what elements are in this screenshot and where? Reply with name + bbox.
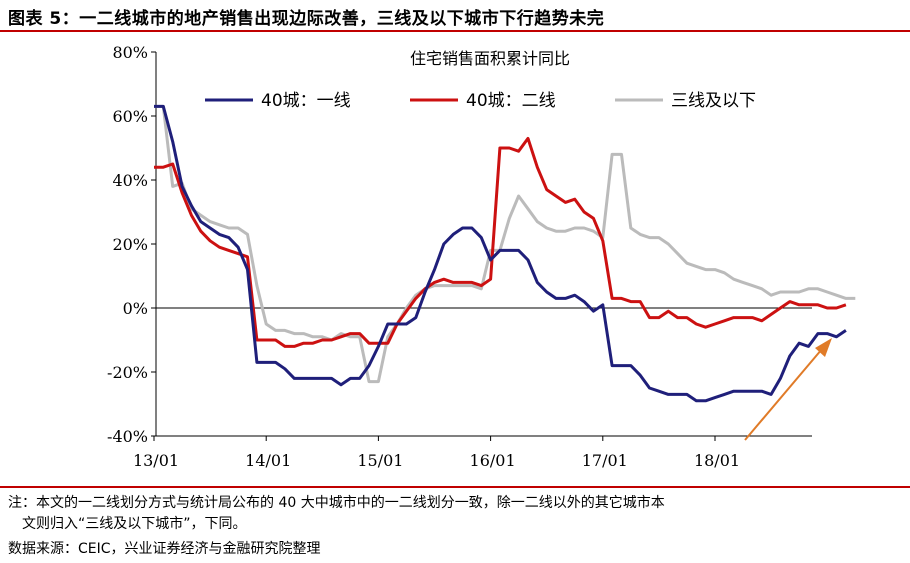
bottom-rule: [0, 486, 910, 488]
series-line: [154, 136, 847, 348]
legend-label: 40城：一线: [261, 91, 351, 111]
x-tick-label: 16/01: [470, 451, 516, 470]
figure-title: 图表 5：一二线城市的地产销售出现边际改善，三线及以下城市下行趋势未完: [8, 9, 605, 29]
y-tick-label: 80%: [112, 43, 148, 62]
y-tick-label: -20%: [107, 363, 148, 382]
trend-arrow-head: [815, 338, 832, 357]
series-lines: [154, 104, 856, 403]
y-tick-label: 20%: [112, 235, 148, 254]
x-tick-label: 18/01: [694, 451, 740, 470]
annotation-arrow: [744, 338, 832, 441]
legend-label: 40城：二线: [466, 91, 556, 111]
series-line: [154, 104, 856, 384]
note-line-1: 注：本文的一二线划分方式与统计局公布的 40 大中城市中的一二线划分一致，除一二…: [8, 495, 665, 511]
y-tick-label: 60%: [112, 107, 148, 126]
chart-title: 住宅销售面积累计同比: [410, 49, 570, 68]
series-line: [154, 104, 847, 403]
source-line: 数据来源：CEIC，兴业证券经济与金融研究院整理: [8, 541, 321, 557]
y-tick-label: -40%: [107, 427, 148, 446]
x-tick-label: 15/01: [357, 451, 403, 470]
note-line-2: 文则归入“三线及以下城市”，下同。: [22, 516, 247, 532]
y-tick-label: 40%: [112, 171, 148, 190]
trend-arrow-shaft: [744, 348, 823, 441]
line-chart: 80% 60% 40% 20% 0% -20% -40% 13/01 14/01 15/01 16/…: [107, 43, 856, 470]
top-rule: [0, 30, 910, 32]
axes: 80% 60% 40% 20% 0% -20% -40% 13/01 14/01 15/01 16/…: [107, 43, 812, 470]
legend-label: 三线及以下: [671, 91, 756, 111]
legend: 40城：一线 40城：二线 三线及以下: [205, 91, 756, 111]
x-tick-label: 13/01: [133, 451, 179, 470]
y-tick-label: 0%: [123, 299, 148, 318]
x-tick-label: 14/01: [245, 451, 291, 470]
x-tick-label: 17/01: [582, 451, 628, 470]
